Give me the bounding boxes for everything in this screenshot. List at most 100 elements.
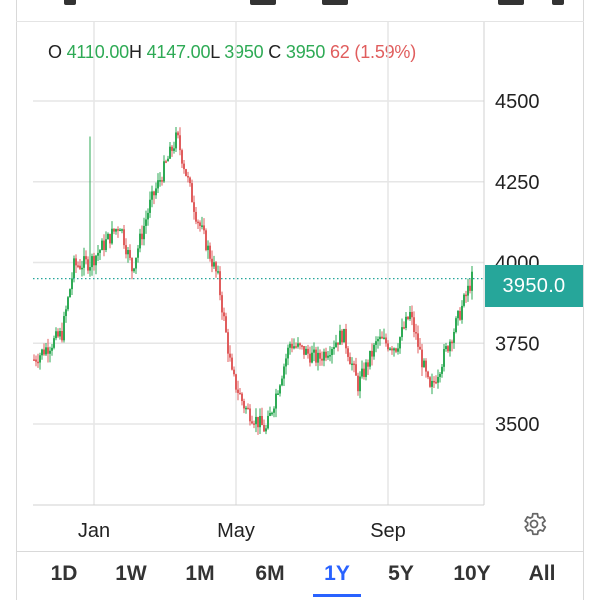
gear-icon[interactable]: [520, 510, 548, 538]
candle-body: [385, 337, 387, 344]
candle-body: [53, 338, 55, 348]
candle-body: [145, 219, 147, 226]
candle-body: [229, 353, 231, 358]
candle-body: [263, 425, 265, 432]
candle-body: [431, 380, 433, 387]
candle-body: [441, 366, 443, 374]
candle-body: [231, 357, 233, 370]
candle-body: [193, 202, 195, 212]
candle-body: [375, 341, 377, 345]
candle-body: [405, 316, 407, 329]
candle-body: [55, 331, 57, 339]
candle-body: [251, 421, 253, 424]
candle-body: [281, 378, 283, 386]
toolbar-icon-3[interactable]: [322, 0, 348, 5]
candle-body: [147, 212, 149, 220]
period-1m[interactable]: 1M: [185, 562, 215, 585]
high-value: 4147.00: [146, 42, 211, 62]
candle-body: [173, 148, 175, 151]
candle-body: [461, 305, 463, 320]
candle-body: [85, 256, 87, 260]
candle-body: [383, 337, 385, 340]
candle-body: [389, 348, 391, 350]
candle-body: [207, 245, 209, 251]
candle-body: [355, 364, 357, 376]
candle-body: [129, 250, 131, 258]
candle-body: [157, 180, 159, 189]
candle-body: [305, 348, 307, 355]
candle-body: [183, 163, 185, 170]
candle-body: [225, 316, 227, 333]
period-selector: 1D 1W 1M 6M 1Y 5Y 10Y All: [16, 551, 584, 600]
candle-body: [247, 407, 249, 410]
candle-body: [327, 355, 329, 358]
period-5y[interactable]: 5Y: [388, 562, 414, 585]
period-1d[interactable]: 1D: [50, 562, 78, 585]
toolbar-icon-2[interactable]: [250, 0, 276, 5]
period-6m[interactable]: 6M: [255, 562, 285, 585]
candlestick-series: [33, 127, 473, 435]
candle-body: [343, 328, 345, 343]
candle-body: [237, 389, 239, 393]
candle-body: [121, 229, 123, 231]
candle-body: [345, 328, 347, 349]
candle-body: [217, 271, 219, 273]
candle-body: [35, 359, 37, 362]
candle-body: [93, 256, 95, 266]
candle-body: [95, 255, 97, 266]
candle-body: [201, 225, 203, 227]
candle-body: [119, 229, 121, 232]
candle-body: [331, 348, 333, 356]
current-price-badge: 3950.0: [485, 265, 583, 307]
candle-body: [459, 310, 461, 320]
candle-body: [427, 371, 429, 378]
candle-body: [99, 250, 101, 253]
candle-body: [203, 225, 205, 231]
candle-body: [435, 381, 437, 384]
candle-body: [369, 350, 371, 367]
candle-body: [357, 375, 359, 392]
period-all[interactable]: All: [528, 562, 556, 585]
candle-body: [213, 262, 215, 267]
candle-body: [261, 416, 263, 426]
toolbar-icon-5[interactable]: [552, 0, 564, 5]
candle-body: [339, 330, 341, 345]
y-tick-label: 3500: [495, 414, 540, 436]
candle-body: [77, 265, 79, 267]
candle-body: [463, 294, 465, 306]
candle-body: [83, 256, 85, 268]
candle-body: [63, 316, 65, 341]
candle-body: [65, 309, 67, 317]
candle-body: [413, 317, 415, 333]
candle-body: [179, 135, 181, 151]
candle-body: [293, 346, 295, 349]
candle-body: [449, 341, 451, 352]
candle-body: [81, 267, 83, 270]
candle-body: [299, 343, 301, 346]
low-label: L: [210, 42, 220, 62]
period-1w[interactable]: 1W: [115, 562, 147, 585]
candle-body: [117, 229, 119, 231]
candle-body: [181, 150, 183, 164]
toolbar-icon-4[interactable]: [498, 0, 524, 5]
candle-body: [407, 316, 409, 320]
candle-body: [125, 245, 127, 255]
toolbar-icon-1[interactable]: [64, 0, 76, 5]
close-value: 3950: [285, 42, 326, 62]
candle-body: [67, 297, 69, 310]
candle-body: [71, 278, 73, 290]
period-1y[interactable]: 1Y: [309, 562, 365, 597]
open-label: O: [48, 42, 62, 62]
candle-body: [409, 311, 411, 320]
candle-body: [283, 366, 285, 379]
candle-body: [73, 258, 75, 279]
candle-body: [351, 363, 353, 366]
candle-body: [269, 412, 271, 416]
candle-body: [211, 258, 213, 267]
candle-body: [279, 385, 281, 394]
period-10y[interactable]: 10Y: [453, 562, 491, 585]
candle-body: [469, 285, 471, 291]
candle-body: [79, 265, 81, 269]
